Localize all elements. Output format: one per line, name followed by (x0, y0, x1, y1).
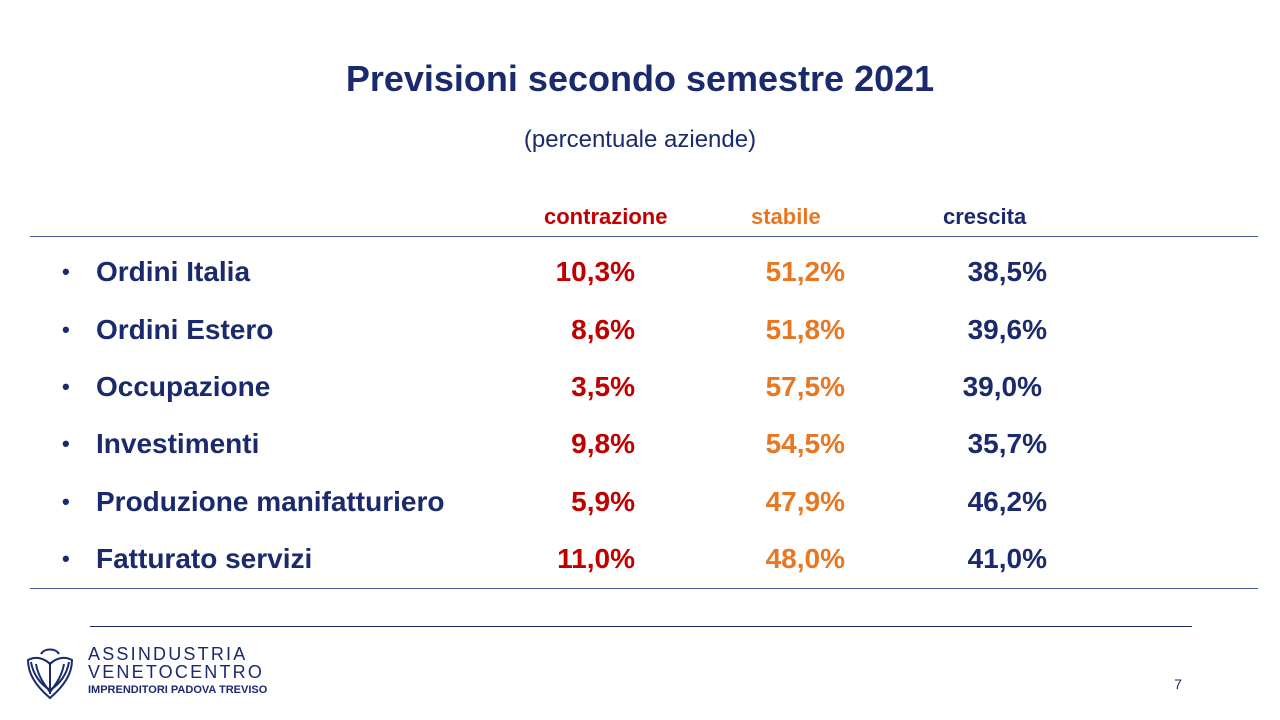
brand-tagline: IMPRENDITORI PADOVA TREVISO (88, 684, 268, 696)
row-label: Produzione manifatturiero (96, 486, 445, 517)
column-header-stabile: stabile (751, 204, 821, 229)
row-label: Ordini Italia (96, 256, 251, 287)
value-crescita: 46,2% (967, 486, 1047, 517)
bullet-icon: • (62, 317, 70, 342)
value-contrazione: 5,9% (571, 486, 635, 517)
bullet-icon: • (62, 431, 70, 456)
table-row: • Fatturato servizi 11,0% 48,0% 41,0% (0, 539, 1280, 579)
table-bottom-divider (30, 588, 1258, 589)
value-crescita: 38,5% (967, 256, 1047, 287)
value-stabile: 51,8% (765, 314, 845, 345)
value-contrazione: 10,3% (555, 256, 635, 287)
column-header-crescita: crescita (943, 204, 1027, 229)
row-label: Occupazione (96, 371, 271, 402)
value-crescita: 41,0% (967, 543, 1047, 574)
value-crescita: 39,6% (967, 314, 1047, 345)
row-label: Fatturato servizi (96, 543, 313, 574)
bullet-icon: • (62, 259, 70, 284)
row-label: Ordini Estero (96, 314, 274, 345)
table-top-divider (30, 236, 1258, 237)
slide-title: Previsioni secondo semestre 2021 (345, 58, 935, 99)
value-contrazione: 11,0% (557, 543, 635, 574)
footer-divider (90, 626, 1192, 627)
slide-subtitle: (percentuale aziende) (523, 126, 757, 153)
table-row: • Ordini Italia 10,3% 51,2% 38,5% (0, 252, 1280, 292)
value-stabile: 47,9% (765, 486, 845, 517)
brand-name-line2: VENETOCENTRO (88, 662, 265, 682)
table-row: • Ordini Estero 8,6% 51,8% 39,6% (0, 310, 1280, 350)
table-row: • Produzione manifatturiero 5,9% 47,9% 4… (0, 482, 1280, 522)
value-stabile: 54,5% (765, 428, 845, 459)
value-stabile: 57,5% (765, 371, 845, 402)
column-header-contrazione: contrazione (544, 204, 668, 229)
value-contrazione: 9,8% (571, 428, 635, 459)
table-row: • Occupazione 3,5% 57,5% 39,0% (0, 367, 1280, 407)
value-stabile: 51,2% (765, 256, 845, 287)
value-contrazione: 8,6% (571, 314, 635, 345)
value-crescita: 39,0% (962, 371, 1042, 402)
value-stabile: 48,0% (765, 543, 845, 574)
bullet-icon: • (62, 374, 70, 399)
table-row: • Investimenti 9,8% 54,5% 35,7% (0, 424, 1280, 464)
bullet-icon: • (62, 546, 70, 571)
confindustria-logo-icon (26, 648, 74, 700)
page-number: 7 (1174, 676, 1182, 692)
value-crescita: 35,7% (967, 428, 1047, 459)
value-contrazione: 3,5% (571, 371, 635, 402)
brand-name-line1: ASSINDUSTRIA (88, 644, 248, 664)
bullet-icon: • (62, 489, 70, 514)
row-label: Investimenti (96, 428, 260, 459)
